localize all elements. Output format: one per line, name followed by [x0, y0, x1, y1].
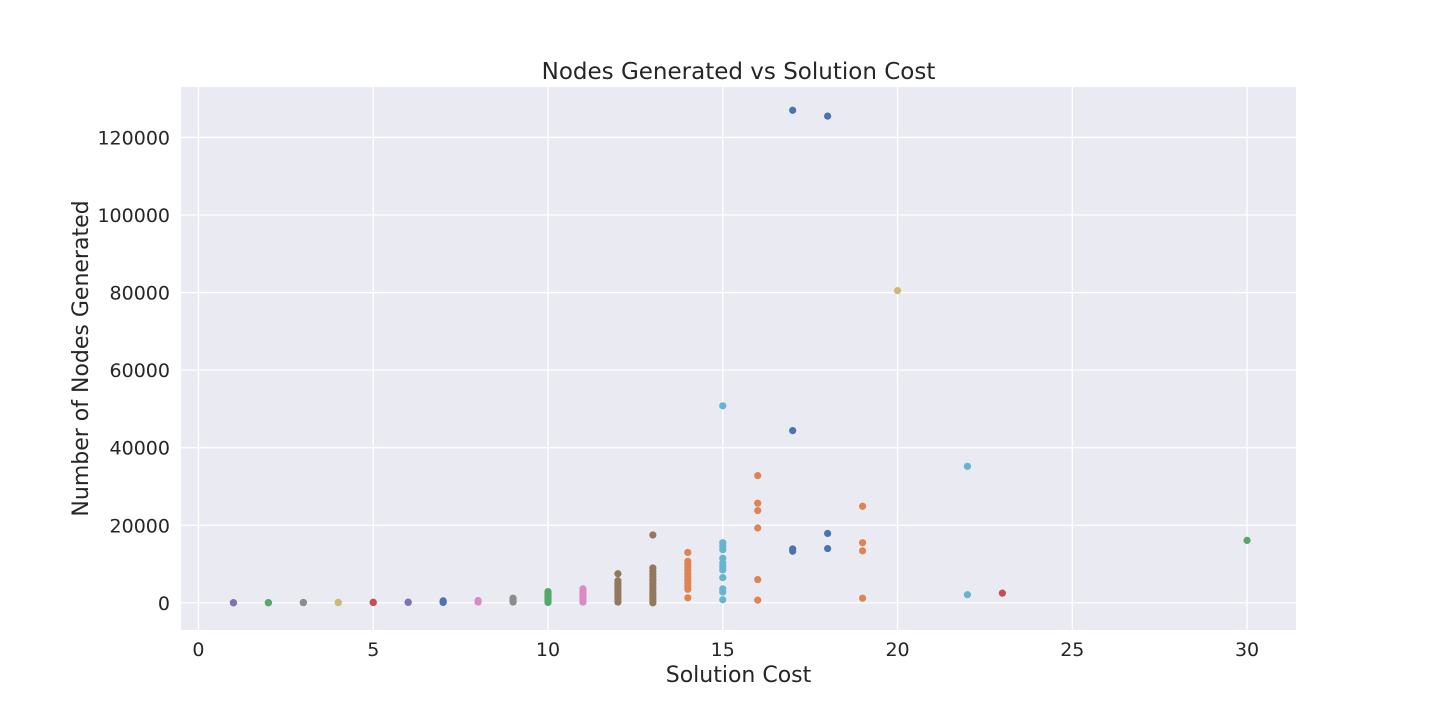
data-point	[754, 524, 762, 532]
data-point	[509, 594, 517, 602]
data-point	[439, 597, 447, 605]
data-point	[719, 596, 727, 604]
data-point	[754, 472, 762, 480]
y-tick-label: 100000	[97, 205, 170, 227]
data-point	[474, 596, 482, 605]
data-point	[719, 585, 727, 593]
data-point	[754, 499, 762, 507]
data-point	[614, 577, 622, 585]
data-point	[858, 547, 867, 555]
data-point	[334, 598, 342, 606]
x-tick-label: 30	[1235, 639, 1259, 661]
data-point	[649, 531, 657, 539]
data-point	[719, 539, 727, 547]
data-point	[858, 539, 867, 547]
x-tick-label: 20	[885, 639, 909, 661]
y-tick-label: 120000	[97, 127, 170, 149]
data-point	[684, 557, 692, 565]
grid-lines	[181, 87, 1296, 630]
y-tick-label: 0	[158, 593, 170, 615]
data-point	[754, 506, 762, 515]
y-tick-label: 20000	[110, 515, 170, 537]
data-point	[229, 599, 238, 607]
chart-title: Nodes Generated vs Solution Cost	[542, 59, 936, 85]
data-point	[824, 112, 832, 120]
data-point	[544, 588, 552, 596]
data-point	[963, 591, 972, 599]
data-point	[614, 570, 622, 578]
data-point	[858, 594, 867, 602]
data-point	[754, 596, 762, 604]
x-tick-label: 25	[1060, 639, 1084, 661]
data-point	[858, 502, 867, 510]
y-tick-label: 60000	[110, 360, 170, 382]
data-point	[264, 599, 272, 607]
x-axis-ticks: 0 5 10 15 20 25 30	[192, 639, 1259, 661]
data-point	[299, 598, 307, 607]
x-tick-label: 5	[367, 639, 379, 661]
data-point	[824, 529, 832, 538]
data-point	[998, 589, 1006, 597]
data-point	[789, 106, 797, 114]
data-point	[754, 575, 762, 584]
data-point	[649, 564, 657, 572]
data-points	[229, 106, 1251, 607]
data-point	[719, 574, 727, 582]
data-point	[963, 462, 972, 470]
data-point	[684, 548, 692, 557]
data-point	[789, 427, 797, 435]
data-point	[719, 554, 727, 562]
data-point	[404, 598, 412, 606]
data-point	[893, 287, 902, 295]
plot-area	[181, 87, 1296, 630]
y-tick-label: 40000	[110, 438, 170, 460]
y-axis-ticks: 0 20000 40000 60000 80000 100000 120000	[97, 127, 170, 614]
y-tick-label: 80000	[110, 283, 170, 305]
x-axis-title: Solution Cost	[666, 663, 812, 688]
data-point	[1243, 536, 1251, 545]
y-axis-title: Number of Nodes Generated	[69, 200, 94, 516]
data-point	[369, 598, 377, 606]
data-point	[824, 544, 832, 553]
data-point	[684, 594, 692, 602]
x-tick-label: 0	[192, 639, 204, 661]
x-tick-label: 15	[711, 639, 735, 661]
data-point	[719, 402, 727, 410]
data-point	[789, 545, 797, 553]
x-tick-label: 10	[536, 639, 560, 661]
data-point	[579, 585, 587, 593]
